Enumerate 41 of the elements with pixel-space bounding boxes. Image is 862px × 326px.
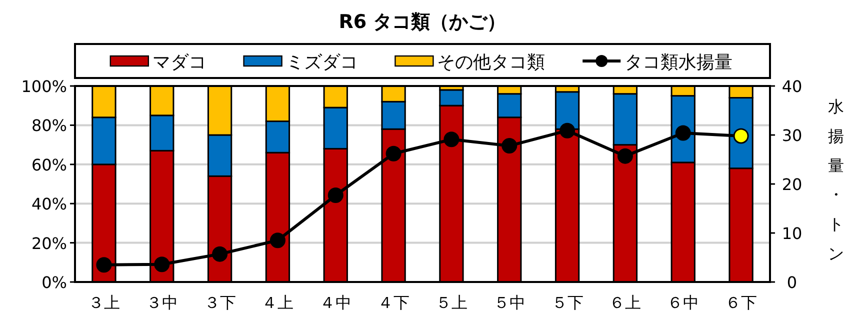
- point: [328, 188, 344, 204]
- chart-title: R6 タコ類（かご）: [338, 11, 506, 33]
- x-tick-label: ３下: [204, 293, 236, 312]
- x-tick-label: ４上: [262, 293, 294, 312]
- x-tick-label: ４中: [320, 293, 352, 312]
- y2-tick-label: 30: [782, 126, 802, 145]
- y2-axis-title: 水揚量・トン: [828, 97, 844, 263]
- x-tick-label: ５上: [435, 293, 468, 312]
- point: [560, 122, 576, 138]
- y-tick-label: 20%: [31, 234, 67, 253]
- legend-label: マダコ: [152, 52, 206, 73]
- point: [502, 138, 518, 154]
- x-tick-label: ５下: [551, 293, 584, 312]
- y2-tick-label: 20: [782, 175, 802, 194]
- x-tick-label: ３中: [146, 293, 178, 312]
- legend-label: タコ類水揚量: [624, 52, 733, 73]
- y2-tick-label: 40: [782, 77, 802, 96]
- point: [270, 232, 286, 248]
- y2-tick-label: 10: [782, 224, 802, 243]
- point: [617, 148, 633, 164]
- y-tick-label: 100%: [21, 77, 67, 96]
- point: [675, 125, 691, 141]
- legend-label: その他タコ類: [437, 52, 546, 73]
- legend-label: ミズダコ: [286, 52, 358, 73]
- y-tick-label: 60%: [31, 155, 67, 174]
- x-tick-label: ５中: [493, 293, 526, 312]
- x-tick-label: ６中: [667, 293, 700, 312]
- y-tick-label: 80%: [31, 116, 67, 136]
- point: [96, 257, 112, 273]
- point: [386, 146, 402, 162]
- point: [154, 256, 170, 272]
- point: [444, 132, 460, 148]
- x-tick-label: ４下: [378, 293, 410, 312]
- point: [212, 246, 228, 262]
- y-tick-label: 40%: [31, 194, 67, 214]
- x-tick-label: ３上: [88, 293, 120, 312]
- y2-tick-label: 0: [786, 273, 798, 292]
- x-tick-label: ６上: [609, 293, 642, 312]
- y-tick-label: 0%: [42, 273, 67, 292]
- point: [733, 128, 749, 144]
- x-tick-label: ６下: [725, 293, 758, 312]
